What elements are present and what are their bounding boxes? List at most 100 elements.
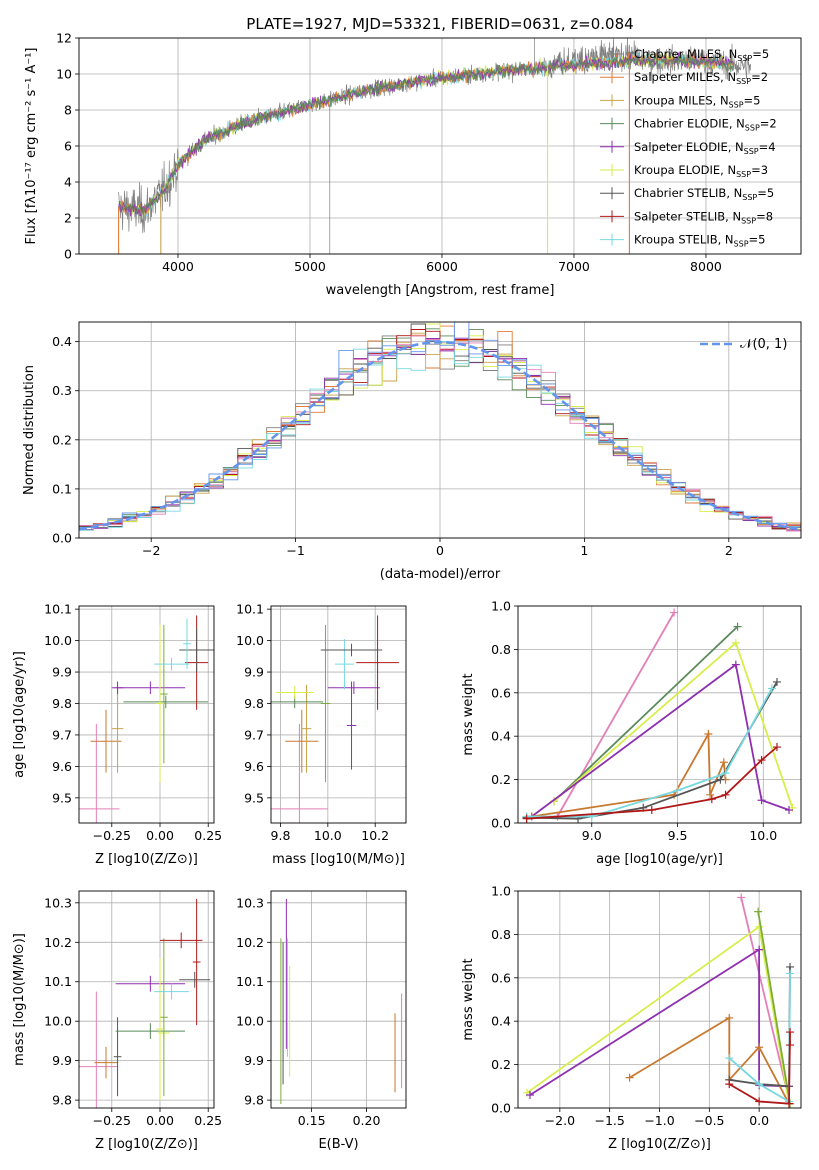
x-tick-label: 0.25 [194, 1113, 222, 1128]
mass-weight-marker [767, 684, 776, 693]
axes-frame [517, 890, 802, 1109]
mass-weight-marker [788, 803, 797, 812]
x-tick-label: 0.15 [298, 1113, 326, 1128]
x-tick-label: −1 [286, 543, 304, 558]
mass-weight-marker [755, 1080, 764, 1089]
plot-area [79, 322, 801, 532]
y-tick-label: 4 [64, 175, 72, 190]
plot-area [79, 615, 214, 823]
mass-weight-marker [522, 814, 531, 823]
y-tick-label: 10.3 [236, 895, 264, 910]
mass-weight-marker [784, 805, 793, 814]
x-tick-label: 5000 [294, 259, 326, 274]
axes-frame [270, 605, 407, 824]
plot-area [271, 615, 399, 823]
x-axis-label: mass [log10(M/M⊙)] [272, 852, 405, 867]
mass-weight-marker [737, 893, 746, 902]
x-axis-label: Z [log10(Z/Z⊙)] [608, 1137, 711, 1152]
y-tick-label: 10.1 [44, 974, 72, 989]
errorbar-point [123, 695, 209, 709]
mass-weight-series [740, 897, 791, 1104]
y-axis-label: age [log10(age/yr)] [12, 651, 27, 778]
panel-Z-vs-mass: −0.25 0.00 0.25 9.8 9.9 10.0 10.1 10.2 10.3 Z [lo… [12, 890, 222, 1152]
spectrum-legend: Chabrier MILES, NSSP=5 Salpeter MILES, NS… [600, 47, 777, 249]
y-tick-label: 9.9 [244, 1053, 264, 1068]
panel-age-vs-mass-weight: 9.0 9.5 10.0 0.0 0.2 0.4 0.6 0.8 1.0 age [log10(a… [461, 599, 802, 867]
y-tick-label: 0.6 [491, 685, 511, 700]
errorbar-point [327, 681, 380, 695]
y-tick-label: 0.3 [52, 383, 72, 398]
x-tick-label: 2 [725, 543, 733, 558]
y-tick-label: 10 [56, 67, 72, 82]
y-tick-label: 9.9 [52, 1053, 72, 1068]
y-tick-label: 9.9 [52, 665, 72, 680]
y-tick-label: 0.8 [491, 642, 511, 657]
y-axis-label: mass weight [461, 673, 476, 755]
mass-weight-series [556, 612, 675, 817]
y-tick-label: 9.5 [244, 790, 264, 805]
y-tick-label: 9.9 [244, 665, 264, 680]
errorbar-point [356, 615, 399, 710]
panel-mass-vs-age: 9.8 10.0 10.2 9.5 9.6 9.7 9.8 9.9 10.0 10.1 mass [… [236, 602, 407, 867]
x-tick-label: 8000 [690, 259, 722, 274]
errorbar-point [79, 991, 118, 1108]
y-tick-label: 10.1 [236, 974, 264, 989]
legend-label-normal: 𝒩(0, 1) [740, 337, 787, 352]
y-tick-label: 0.0 [491, 1101, 511, 1116]
y-tick-label: 9.8 [52, 696, 72, 711]
errorbar-point [160, 938, 168, 1097]
x-axis-label: age [log10(age/yr)] [596, 852, 723, 867]
y-tick-label: 10.0 [236, 1014, 264, 1029]
errorbar-point [156, 624, 164, 783]
mass-weight-marker [704, 730, 713, 739]
axes-frame [270, 890, 407, 1109]
x-tick-label: −1.5 [594, 1113, 624, 1128]
x-tick-label: 0 [436, 543, 444, 558]
y-tick-label: 0.2 [491, 1057, 511, 1072]
errorbar-point [334, 639, 354, 690]
x-tick-label: 0.0 [749, 1113, 769, 1128]
x-tick-label: 1 [580, 543, 588, 558]
legend-label: Kroupa STELIB, NSSP=5 [634, 233, 765, 249]
y-axis-label: Flux [fλ10⁻¹⁷ erg cm⁻² s⁻¹ A⁻¹] [24, 48, 39, 245]
errorbar-point [156, 958, 164, 1101]
mass-weight-marker [786, 969, 795, 978]
mass-weight-marker [786, 1041, 795, 1050]
legend-label: Kroupa ELODIE, NSSP=3 [634, 163, 768, 179]
y-tick-label: 1.0 [491, 884, 511, 899]
panel-Z-vs-age: −0.25 0.00 0.25 9.5 9.6 9.7 9.8 9.9 10.0 10.1 Z [l… [12, 602, 222, 867]
mass-weight-series [531, 730, 727, 818]
panel-spectrum: 4000 5000 6000 7000 8000 0 2 4 6 8 10 12 Chabrier MI… [24, 31, 802, 298]
mass-weight-marker [786, 1028, 795, 1037]
y-tick-label: 0.4 [491, 729, 511, 744]
histogram-step-line [79, 332, 801, 531]
y-tick-label: 9.7 [244, 727, 264, 742]
y-tick-label: 9.8 [244, 1093, 264, 1108]
errorbar-point [115, 975, 186, 992]
mass-weight-marker [772, 677, 781, 686]
x-tick-label: −1.0 [644, 1113, 674, 1128]
x-tick-label: 9.8 [271, 828, 291, 843]
mass-weight-marker [755, 1043, 764, 1052]
mass-weight-series [526, 925, 790, 1104]
y-tick-label: 10.0 [44, 633, 72, 648]
normal-pdf-curve [79, 340, 801, 531]
x-tick-label: 0.25 [194, 828, 222, 843]
mass-weight-marker [707, 795, 716, 804]
y-tick-label: 0.2 [52, 432, 72, 447]
y-tick-label: 10.0 [236, 633, 264, 648]
x-tick-label: −2.0 [545, 1113, 575, 1128]
panel-residual-histogram: −2 −1 0 1 2 0.0 0.1 0.2 0.3 0.4 𝒩(0, 1) (data-model… [22, 321, 802, 582]
mass-weight-marker [647, 805, 656, 814]
x-tick-label: −0.25 [93, 828, 131, 843]
x-axis-label: Z [log10(Z/Z⊙)] [95, 852, 198, 867]
x-axis-label: E(B-V) [318, 1137, 358, 1152]
mass-weight-marker [755, 922, 764, 931]
mass-weight-marker [670, 608, 679, 617]
plot-area [79, 898, 211, 1108]
x-tick-label: 0.20 [353, 1113, 381, 1128]
mass-weight-marker [755, 945, 764, 954]
mass-weight-marker [725, 1054, 734, 1063]
x-tick-label: −2 [142, 543, 160, 558]
